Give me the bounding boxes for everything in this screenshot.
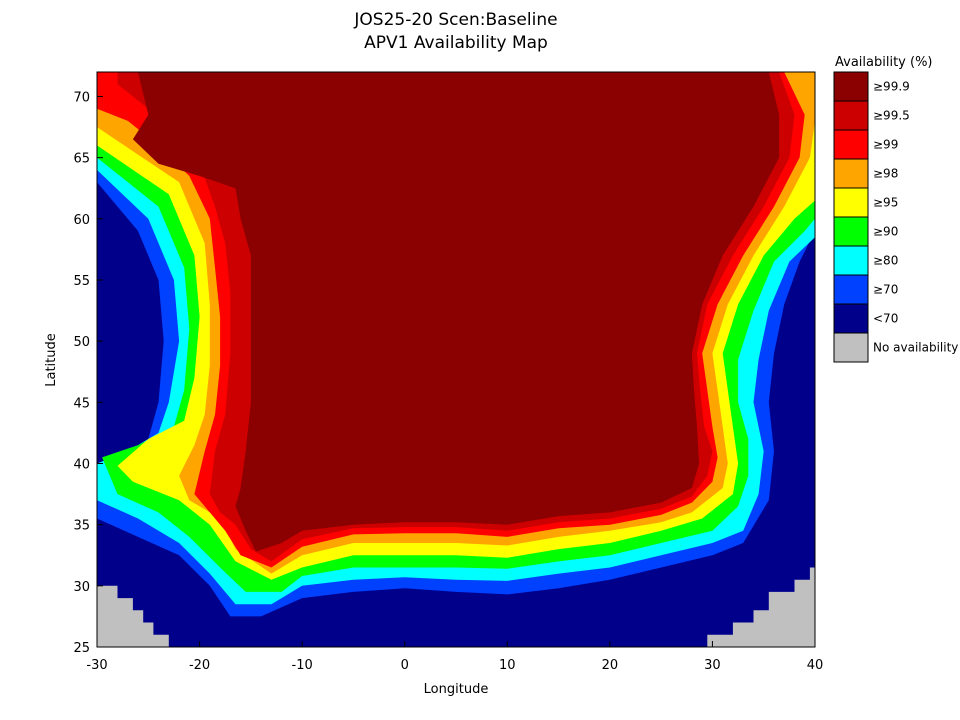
- legend-label-ge-70: ≥70: [873, 283, 898, 297]
- y-axis: 25 30 35 40 45 50 55 60 65 70: [73, 90, 103, 656]
- y-tick-label: 35: [73, 519, 90, 534]
- y-tick-label: 40: [73, 457, 90, 472]
- x-tick-label: -10: [292, 658, 313, 673]
- y-tick-label: 30: [73, 580, 90, 595]
- legend-label-ge-99-9: ≥99.9: [873, 80, 910, 94]
- x-axis: -30 -20 -10 0 10 20 30 40: [86, 641, 823, 673]
- y-tick-label: 25: [73, 641, 90, 656]
- legend-swatch-ge-90: [833, 216, 869, 247]
- y-tick-label: 70: [73, 90, 90, 105]
- availability-region-ge-99-9-8: [132, 72, 780, 552]
- legend-label-ge-99: ≥99: [873, 138, 898, 152]
- legend-label-ge-90: ≥90: [873, 225, 898, 239]
- legend-label-lt-70: <70: [873, 312, 898, 326]
- x-tick-label: 20: [602, 658, 619, 673]
- chart-title-line-2: APV1 Availability Map: [364, 33, 548, 53]
- x-tick-label: 40: [807, 658, 824, 673]
- y-tick-label: 50: [73, 335, 90, 350]
- y-tick-label: 45: [73, 396, 90, 411]
- legend-label-ge-98: ≥98: [873, 167, 898, 181]
- legend-swatch-ge-99-5: [833, 100, 869, 131]
- legend-swatch-lt-70: [833, 303, 869, 334]
- legend-label-no-availability: No availability: [873, 341, 958, 355]
- legend-swatch-ge-99: [833, 129, 869, 160]
- legend-swatch-ge-98: [833, 158, 869, 189]
- legend-swatch-no-availability: [833, 332, 869, 363]
- x-tick-label: -20: [189, 658, 210, 673]
- y-tick-label: 65: [73, 152, 90, 167]
- y-tick-label: 60: [73, 213, 90, 228]
- legend-label-ge-99-5: ≥99.5: [873, 109, 910, 123]
- legend-swatch-ge-99-9: [833, 71, 869, 102]
- chart-title-line-1: JOS25-20 Scen:Baseline: [353, 10, 557, 30]
- x-tick-label: 0: [401, 658, 409, 673]
- legend-title: Availability (%): [835, 55, 933, 70]
- plot-frame: [96, 71, 816, 648]
- legend-swatch-ge-70: [833, 274, 869, 305]
- legend-label-ge-95: ≥95: [873, 196, 898, 210]
- x-axis-label: Longitude: [424, 682, 489, 697]
- x-tick-label: 10: [499, 658, 516, 673]
- x-tick-label: 30: [704, 658, 721, 673]
- y-axis-label: Latitude: [44, 333, 59, 387]
- legend-label-ge-80: ≥80: [873, 254, 898, 268]
- plot-area: [97, 72, 815, 647]
- availability-region-no-availability-9: [97, 585, 169, 647]
- y-tick-label: 55: [73, 274, 90, 289]
- legend-swatch-ge-80: [833, 245, 869, 276]
- legend-swatch-ge-95: [833, 187, 869, 218]
- x-tick-label: -30: [86, 658, 107, 673]
- availability-region-no-availability-10: [707, 567, 815, 647]
- legend: ≥99.9 ≥99.5 ≥99 ≥98 ≥95 ≥90 ≥80 ≥70 <70 No availa…: [833, 71, 958, 363]
